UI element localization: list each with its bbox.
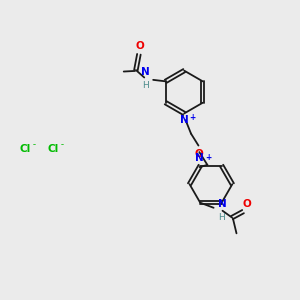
Text: O: O <box>242 199 251 209</box>
Text: Cl: Cl <box>47 143 59 154</box>
Text: +: + <box>206 153 212 162</box>
Text: O: O <box>195 148 204 158</box>
Text: -: - <box>30 140 36 149</box>
Text: N: N <box>141 68 149 77</box>
Text: N: N <box>218 199 227 209</box>
Text: H: H <box>142 81 149 90</box>
Text: -: - <box>58 140 64 149</box>
Text: Cl: Cl <box>19 143 31 154</box>
Text: H: H <box>218 213 225 222</box>
Text: N: N <box>180 115 189 125</box>
Text: N: N <box>195 153 204 163</box>
Text: O: O <box>135 41 144 51</box>
Text: +: + <box>190 113 196 122</box>
